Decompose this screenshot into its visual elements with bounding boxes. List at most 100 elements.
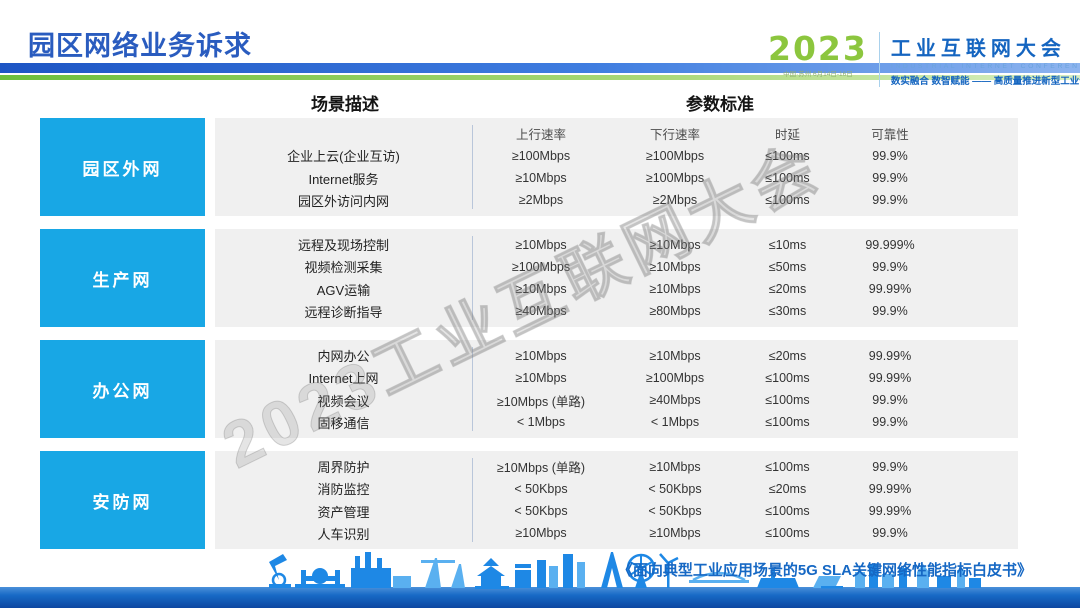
uplink-cell: ≥10Mbps <box>515 282 567 297</box>
table-row: 人车识别 ≥10Mbps ≥10Mbps ≤100ms 99.9% <box>215 524 1018 543</box>
row-group: 办公网 内网办公 ≥10Mbps ≥10Mbps ≤20ms 99.99% Internet… <box>0 340 1080 438</box>
uplink-cell: < 1Mbps <box>516 415 566 430</box>
scene-cell: 企业上云(企业互访) <box>287 149 400 165</box>
uplink-cell: < 50Kbps <box>514 481 568 496</box>
scene-cell: 远程诊断指导 <box>304 304 383 320</box>
sub-header: 时延 <box>774 128 800 143</box>
scene-cell: 内网办公 <box>317 349 370 365</box>
table-row: 资产管理 < 50Kbps < 50Kbps ≤100ms 99.99% <box>215 502 1018 521</box>
latency-cell: ≤100ms <box>765 370 810 385</box>
table-row: 企业上云(企业互访) ≥100Mbps ≥100Mbps ≤100ms 99.9% <box>215 146 1018 165</box>
latency-cell: ≤100ms <box>765 393 810 408</box>
latency-cell: ≤30ms <box>768 304 807 319</box>
scene-params-divider <box>472 236 473 320</box>
table-groups: 园区外网 上行速率 下行速率 时延 可靠性 企业上云(企业互访) ≥100Mbps ≥100M… <box>0 118 1080 562</box>
logo-divider <box>878 32 880 87</box>
reliability-cell: 99.99% <box>868 282 912 297</box>
uplink-cell: ≥10Mbps (单路) <box>496 394 586 409</box>
scene-params-divider <box>472 458 473 542</box>
latency-cell: ≤100ms <box>765 171 810 186</box>
scene-cell: 视频检测采集 <box>304 260 383 276</box>
group-panel: 内网办公 ≥10Mbps ≥10Mbps ≤20ms 99.99% Internet上网 ≥… <box>215 340 1018 438</box>
reliability-cell: 99.9% <box>872 526 908 541</box>
uplink-cell: < 50Kbps <box>514 504 568 519</box>
row-group: 园区外网 上行速率 下行速率 时延 可靠性 企业上云(企业互访) ≥100Mbps ≥100M… <box>0 118 1080 216</box>
group-label: 办公网 <box>40 340 205 438</box>
reliability-cell: 99.9% <box>872 304 908 319</box>
group-label: 生产网 <box>40 229 205 327</box>
reliability-cell: 99.9% <box>872 259 908 274</box>
latency-cell: ≤100ms <box>765 459 810 474</box>
downlink-cell: ≥10Mbps <box>649 526 701 541</box>
scene-cell: 园区外访问内网 <box>297 193 389 209</box>
reliability-cell: 99.9% <box>872 148 908 163</box>
downlink-cell: < 1Mbps <box>650 415 700 430</box>
sub-header: 上行速率 <box>515 128 566 143</box>
table-row: 远程及现场控制 ≥10Mbps ≥10Mbps ≤10ms 99.999% <box>215 235 1018 254</box>
logo-name-cn: 工业互联网大会 <box>890 38 1066 60</box>
scene-cell: 资产管理 <box>317 504 370 520</box>
reliability-cell: 99.99% <box>868 370 912 385</box>
sub-header-row: 上行速率 下行速率 时延 可靠性 <box>215 124 1018 143</box>
table-row: 视频检测采集 ≥100Mbps ≥10Mbps ≤50ms 99.9% <box>215 257 1018 276</box>
reliability-cell: 99.99% <box>868 504 912 519</box>
scene-cell: 消防监控 <box>317 482 370 498</box>
table-row: 周界防护 ≥10Mbps (单路) ≥10Mbps ≤100ms 99.9% <box>215 457 1018 476</box>
reliability-cell: 99.9% <box>872 459 908 474</box>
uplink-cell: ≥2Mbps <box>518 193 564 208</box>
table-row: 内网办公 ≥10Mbps ≥10Mbps ≤20ms 99.99% <box>215 346 1018 365</box>
scene-cell: 周界防护 <box>317 460 370 476</box>
group-panel: 远程及现场控制 ≥10Mbps ≥10Mbps ≤10ms 99.999% 视频检测采集 ≥… <box>215 229 1018 327</box>
downlink-cell: ≥100Mbps <box>645 370 705 385</box>
latency-cell: ≤100ms <box>765 415 810 430</box>
city-skyline-illustration <box>269 552 981 589</box>
group-panel: 周界防护 ≥10Mbps (单路) ≥10Mbps ≤100ms 99.9% 消防监控 < … <box>215 451 1018 549</box>
downlink-cell: ≥10Mbps <box>649 459 701 474</box>
scene-cell: 人车识别 <box>317 526 370 542</box>
logo-name-en: INDUSTRIAL INTERNET CONFERENCE <box>890 63 1080 70</box>
uplink-cell: ≥100Mbps <box>511 259 571 274</box>
latency-cell: ≤100ms <box>765 193 810 208</box>
scene-params-divider <box>472 125 473 209</box>
title-underline-blue-bar <box>0 63 1080 73</box>
latency-cell: ≤20ms <box>768 481 807 496</box>
table-row: Internet服务 ≥10Mbps ≥100Mbps ≤100ms 99.9% <box>215 169 1018 188</box>
uplink-cell: ≥10Mbps <box>515 171 567 186</box>
scene-params-divider <box>472 347 473 431</box>
table-row: 消防监控 < 50Kbps < 50Kbps ≤20ms 99.99% <box>215 479 1018 498</box>
row-group: 安防网 周界防护 ≥10Mbps (单路) ≥10Mbps ≤100ms 99.9% 消防监… <box>0 451 1080 549</box>
downlink-cell: ≥2Mbps <box>652 193 698 208</box>
downlink-cell: ≥80Mbps <box>649 304 701 319</box>
group-label: 安防网 <box>40 451 205 549</box>
logo-venue-date: 中国·苏州 6月14日-16日 <box>783 71 853 78</box>
logo-year-block: 2023 中国·苏州 6月14日-16日 <box>768 32 868 87</box>
row-group: 生产网 远程及现场控制 ≥10Mbps ≥10Mbps ≤10ms 99.999% 视频检测… <box>0 229 1080 327</box>
downlink-cell: ≥10Mbps <box>649 282 701 297</box>
table-row: 固移通信 < 1Mbps < 1Mbps ≤100ms 99.9% <box>215 413 1018 432</box>
uplink-cell: ≥40Mbps <box>515 304 567 319</box>
sub-header: 可靠性 <box>871 128 909 143</box>
logo-slogan: 数实融合 数智赋能 —— 高质量推进新型工业化 <box>890 76 1080 87</box>
scene-cell: Internet服务 <box>308 171 379 187</box>
latency-cell: ≤20ms <box>768 282 807 297</box>
sub-header: 下行速率 <box>649 128 700 143</box>
reliability-cell: 99.9% <box>872 393 908 408</box>
logo-text-block: 工业互联网大会 INDUSTRIAL INTERNET CONFERENCE 数… <box>891 32 1080 87</box>
table-row: 视频会议 ≥10Mbps (单路) ≥40Mbps ≤100ms 99.9% <box>215 391 1018 410</box>
scene-cell: Internet上网 <box>308 371 379 387</box>
latency-cell: ≤10ms <box>768 237 807 252</box>
uplink-cell: ≥10Mbps <box>515 348 567 363</box>
reliability-cell: 99.999% <box>865 237 915 252</box>
conference-logo: 2023 中国·苏州 6月14日-16日 工业互联网大会 INDUSTRIAL … <box>768 32 1080 87</box>
reliability-cell: 99.9% <box>872 193 908 208</box>
table-row: AGV运输 ≥10Mbps ≥10Mbps ≤20ms 99.99% <box>215 280 1018 299</box>
group-panel: 上行速率 下行速率 时延 可靠性企业上云(企业互访) ≥100Mbps ≥100Mbps ≤… <box>215 118 1018 216</box>
table-row: Internet上网 ≥10Mbps ≥100Mbps ≤100ms 99.99% <box>215 368 1018 387</box>
footer-wave-band <box>0 587 1080 608</box>
scene-cell: AGV运输 <box>316 282 371 298</box>
logo-year: 2023 <box>768 29 868 68</box>
table-row: 园区外访问内网 ≥2Mbps ≥2Mbps ≤100ms 99.9% <box>215 191 1018 210</box>
downlink-cell: < 50Kbps <box>648 481 702 496</box>
downlink-cell: ≥100Mbps <box>645 171 705 186</box>
